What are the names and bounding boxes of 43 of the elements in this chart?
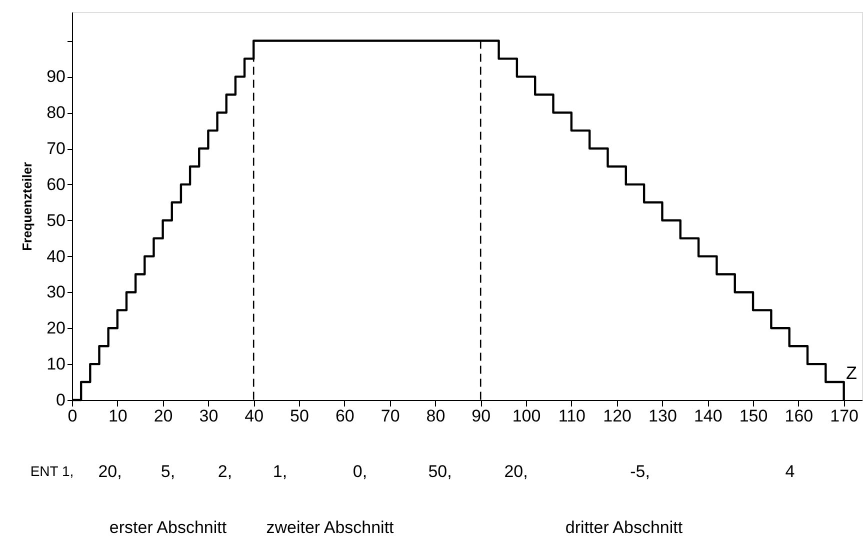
text: 1, <box>272 462 288 481</box>
text: 0, <box>352 462 368 481</box>
y-tick-label: 90 <box>46 67 66 86</box>
x-tick-label: 130 <box>648 406 677 426</box>
x-tick-label: 100 <box>512 406 541 426</box>
x-axis-title: Z <box>846 363 857 383</box>
text: -5, <box>630 462 650 481</box>
text: 4 <box>785 462 795 481</box>
x-tick-label: 80 <box>426 406 446 426</box>
y-tick-label: 0 <box>56 390 66 410</box>
x-tick-label: 70 <box>380 406 400 426</box>
text: dritter Abschnitt <box>565 518 683 537</box>
y-tick-label: 10 <box>46 354 66 374</box>
y-tick-label: 60 <box>46 174 66 194</box>
y-tick-label: 40 <box>46 246 66 266</box>
x-tick-label: 120 <box>603 406 632 426</box>
x-tick-label: 0 <box>68 406 78 426</box>
x-tick-label: 10 <box>108 406 128 426</box>
y-tick-label: 80 <box>46 103 66 122</box>
x-tick-label: 50 <box>290 406 309 426</box>
text: 20, <box>98 462 122 481</box>
y-tick-label: 50 <box>46 210 66 230</box>
text: erster Abschnitt <box>109 518 227 537</box>
text: 20, <box>504 462 528 481</box>
x-tick-label: 60 <box>335 406 354 426</box>
y-tick-label: 20 <box>46 318 66 338</box>
text: 5, <box>160 462 176 481</box>
y-axis-title: Frequenzteiler <box>20 162 35 251</box>
text: 50, <box>428 462 452 481</box>
x-tick-label: 90 <box>472 406 491 426</box>
text: 2, <box>218 462 232 481</box>
x-tick-label: 110 <box>558 406 586 426</box>
x-tick-label: 40 <box>244 406 264 426</box>
y-tick-label: 30 <box>46 282 66 302</box>
x-tick-label: 160 <box>784 406 814 426</box>
y-tick-label: 70 <box>46 139 66 158</box>
x-tick-label: 150 <box>739 406 768 426</box>
text: zweiter Abschnitt <box>266 518 394 537</box>
x-tick-label: 20 <box>154 406 173 426</box>
x-tick-label: 140 <box>694 406 722 426</box>
text: ENT 1, <box>30 463 74 479</box>
x-tick-label: 170 <box>830 406 859 426</box>
x-tick-label: 30 <box>199 406 218 426</box>
